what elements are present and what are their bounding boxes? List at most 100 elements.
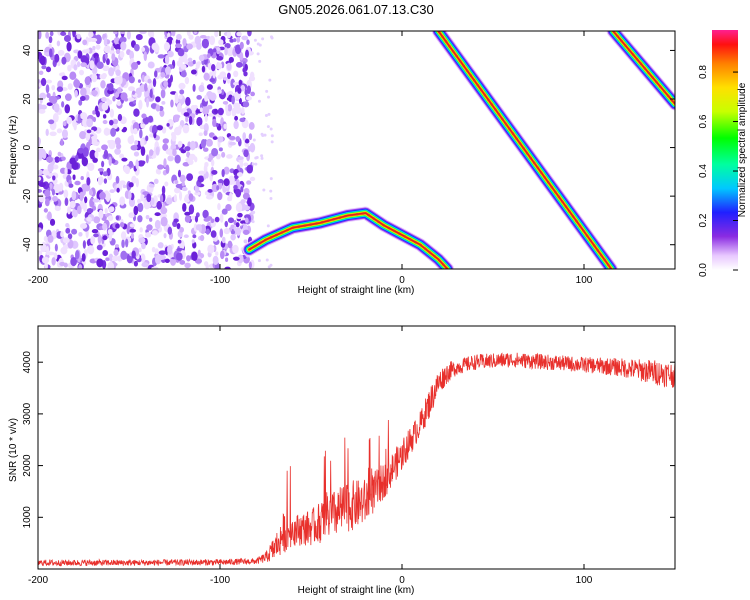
noise-blob: [176, 33, 182, 41]
noise-blob: [79, 112, 88, 120]
noise-blob: [223, 228, 230, 235]
noise-blob: [215, 62, 223, 70]
noise-blob: [160, 89, 166, 99]
noise-blob: [38, 194, 45, 203]
noise-blob: [71, 209, 77, 217]
noise-blob: [63, 189, 69, 199]
noise-blob: [187, 57, 193, 62]
noise-blob: [188, 204, 195, 215]
noise-blob: [133, 43, 140, 52]
noise-blob: [193, 31, 198, 35]
noise-blob: [179, 226, 184, 233]
noise-blob: [100, 80, 106, 89]
noise-blob: [149, 88, 153, 99]
noise-blob: [227, 240, 233, 249]
noise-blob: [163, 233, 167, 239]
noise-blob: [141, 74, 146, 83]
noise-blob: [44, 52, 51, 56]
noise-blob: [227, 72, 231, 80]
noise-blob: [201, 38, 210, 49]
noise-blob: [121, 239, 125, 249]
noise-blob: [131, 61, 139, 70]
noise-blob: [56, 128, 63, 134]
noise-blob: [160, 72, 166, 78]
noise-blob: [81, 183, 89, 190]
spectrogram-xtick-label: 0: [399, 275, 405, 286]
noise-blob: [183, 196, 191, 203]
noise-blob: [54, 243, 58, 252]
noise-blob: [49, 131, 57, 137]
noise-blob: [165, 197, 173, 205]
noise-blob: [38, 250, 43, 256]
noise-blob: [174, 154, 181, 164]
noise-blob: [150, 197, 155, 206]
spectrogram-ytick-label: 0: [22, 144, 33, 150]
snr-panel: -200 -100 0 100 1000 2000 3000 4000 Height of s…: [8, 325, 676, 596]
colorbar: 0.0 0.2 0.4 0.6 0.8 Normalized spectral ampl…: [698, 30, 748, 277]
noise-blob: [93, 52, 99, 59]
noise-blob: [77, 114, 81, 124]
snr-ylabel: SNR (10 * v/v): [8, 418, 19, 482]
noise-speck: [261, 134, 265, 138]
noise-blob: [192, 59, 196, 65]
noise-speck: [269, 177, 273, 181]
noise-blob: [196, 116, 203, 127]
colorbar-gradient: [712, 30, 738, 270]
noise-blob: [205, 195, 213, 200]
noise-blob: [92, 205, 97, 211]
noise-blob: [134, 140, 139, 146]
noise-blob: [194, 215, 199, 223]
noise-blob: [65, 227, 71, 234]
noise-blob: [140, 146, 146, 157]
track-line2: [606, 31, 675, 111]
noise-blob: [130, 144, 138, 151]
noise-speck: [254, 156, 258, 160]
noise-blob: [103, 45, 111, 54]
noise-blob: [140, 160, 146, 165]
noise-blob: [103, 178, 108, 184]
noise-speck: [270, 134, 274, 138]
noise-blob: [235, 188, 242, 198]
snr-xlabel: Height of straight line (km): [298, 585, 415, 596]
noise-blob: [69, 71, 77, 81]
noise-blob: [67, 233, 73, 240]
noise-blob: [239, 117, 246, 123]
noise-speck: [253, 38, 257, 42]
noise-blob: [164, 54, 170, 65]
noise-blob: [151, 266, 159, 269]
noise-blob: [120, 250, 128, 261]
noise-blob: [192, 83, 196, 92]
noise-blob: [49, 48, 53, 58]
noise-blob: [131, 250, 136, 259]
noise-blob: [235, 61, 243, 68]
noise-blob: [138, 237, 146, 244]
noise-blob: [173, 194, 178, 203]
noise-blob: [121, 157, 128, 162]
noise-blob: [128, 76, 135, 84]
noise-blob: [159, 109, 165, 117]
noise-blob: [154, 70, 158, 78]
colorbar-tick-label: 0.6: [698, 114, 709, 128]
noise-blob: [119, 153, 124, 159]
noise-blob: [217, 191, 223, 201]
noise-blob: [69, 200, 76, 209]
noise-speck: [257, 259, 261, 263]
noise-blob: [228, 175, 235, 185]
noise-blob: [242, 192, 250, 200]
noise-blob: [158, 254, 166, 260]
noise-blob: [247, 197, 252, 207]
noise-blob: [233, 120, 239, 130]
noise-blob: [99, 74, 103, 79]
noise-blob: [219, 250, 225, 260]
noise-blob: [38, 227, 42, 233]
noise-blob: [236, 31, 242, 37]
noise-blob: [246, 164, 253, 174]
noise-blob: [184, 146, 191, 152]
noise-blob: [76, 33, 81, 40]
noise-blob: [151, 246, 156, 253]
noise-blob: [77, 147, 85, 154]
noise-blob: [167, 244, 173, 255]
noise-blob: [128, 160, 134, 168]
noise-blob: [71, 228, 78, 235]
